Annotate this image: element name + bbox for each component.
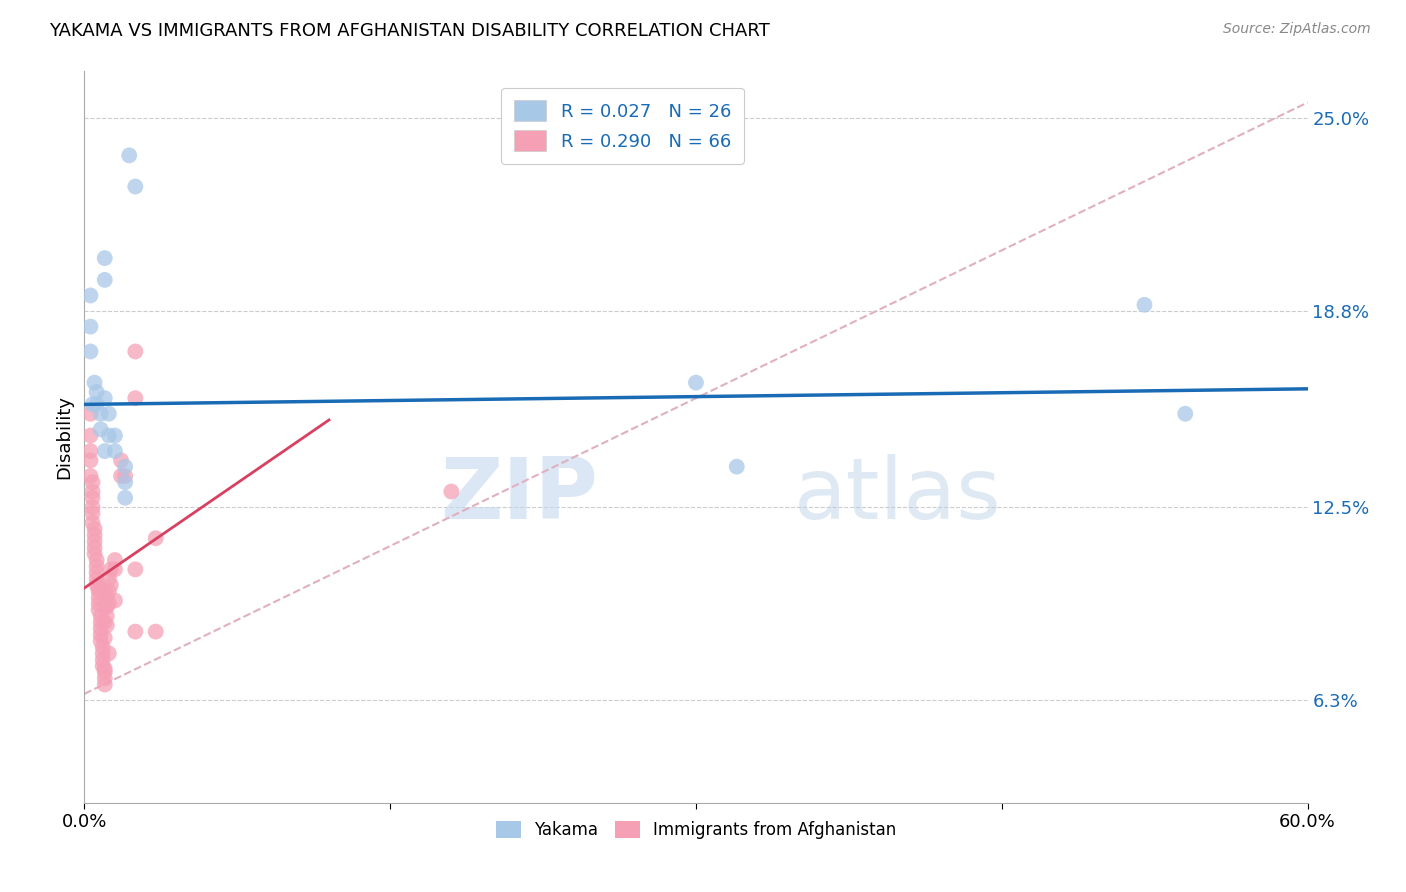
Point xyxy=(90,609,112,624)
Point xyxy=(79,319,101,334)
Point xyxy=(93,615,115,630)
Point xyxy=(83,534,105,549)
Point xyxy=(86,578,108,592)
Point xyxy=(79,428,101,442)
Point xyxy=(91,652,114,666)
Text: ZIP: ZIP xyxy=(440,454,598,537)
Point xyxy=(124,391,146,405)
Text: YAKAMA VS IMMIGRANTS FROM AFGHANISTAN DISABILITY CORRELATION CHART: YAKAMA VS IMMIGRANTS FROM AFGHANISTAN DI… xyxy=(49,22,770,40)
Point xyxy=(124,624,146,639)
Point xyxy=(82,475,104,490)
Text: atlas: atlas xyxy=(794,454,1002,537)
Point xyxy=(124,562,146,576)
Point xyxy=(86,566,108,580)
Point xyxy=(104,444,127,458)
Point xyxy=(93,677,115,691)
Point xyxy=(93,273,115,287)
Point xyxy=(1174,407,1197,421)
Point xyxy=(87,581,110,595)
Point xyxy=(91,640,114,655)
Point xyxy=(97,647,120,661)
Point xyxy=(91,658,114,673)
Point xyxy=(104,593,127,607)
Point xyxy=(97,584,120,599)
Point xyxy=(97,428,120,442)
Point xyxy=(104,428,127,442)
Point xyxy=(97,407,120,421)
Point xyxy=(79,444,101,458)
Point xyxy=(79,469,101,483)
Point xyxy=(725,459,748,474)
Point xyxy=(145,531,167,545)
Point xyxy=(96,591,118,605)
Point xyxy=(83,541,105,555)
Point xyxy=(110,469,132,483)
Point xyxy=(82,397,104,411)
Point xyxy=(104,553,127,567)
Point xyxy=(79,288,101,302)
Point xyxy=(114,491,136,505)
Y-axis label: Disability: Disability xyxy=(55,395,73,479)
Point xyxy=(93,671,115,685)
Point xyxy=(79,344,101,359)
Legend: Yakama, Immigrants from Afghanistan: Yakama, Immigrants from Afghanistan xyxy=(489,814,903,846)
Point xyxy=(86,559,108,574)
Point xyxy=(87,603,110,617)
Point xyxy=(90,622,112,636)
Point xyxy=(114,459,136,474)
Point xyxy=(83,522,105,536)
Point xyxy=(86,397,108,411)
Point xyxy=(79,453,101,467)
Point xyxy=(86,553,108,567)
Point xyxy=(86,384,108,399)
Point xyxy=(96,609,118,624)
Point xyxy=(82,484,104,499)
Point xyxy=(90,628,112,642)
Point xyxy=(90,634,112,648)
Point xyxy=(440,484,463,499)
Point xyxy=(83,376,105,390)
Point xyxy=(93,251,115,265)
Text: Source: ZipAtlas.com: Source: ZipAtlas.com xyxy=(1223,22,1371,37)
Point xyxy=(93,665,115,679)
Point xyxy=(97,597,120,611)
Point xyxy=(118,148,141,162)
Point xyxy=(685,376,707,390)
Point xyxy=(93,662,115,676)
Point xyxy=(114,475,136,490)
Point xyxy=(100,562,122,576)
Point xyxy=(110,453,132,467)
Point xyxy=(87,597,110,611)
Point xyxy=(86,572,108,586)
Point xyxy=(93,584,115,599)
Point xyxy=(1133,298,1156,312)
Point xyxy=(79,407,101,421)
Point xyxy=(83,528,105,542)
Point xyxy=(145,624,167,639)
Point xyxy=(82,500,104,515)
Point xyxy=(82,516,104,530)
Point xyxy=(93,599,115,614)
Point xyxy=(87,591,110,605)
Point xyxy=(82,506,104,520)
Point xyxy=(124,344,146,359)
Point xyxy=(82,491,104,505)
Point xyxy=(104,562,127,576)
Point xyxy=(100,578,122,592)
Point xyxy=(93,391,115,405)
Point xyxy=(93,444,115,458)
Point xyxy=(96,599,118,614)
Point xyxy=(97,572,120,586)
Point xyxy=(83,547,105,561)
Point xyxy=(87,584,110,599)
Point xyxy=(91,647,114,661)
Point xyxy=(90,422,112,436)
Point xyxy=(90,407,112,421)
Point xyxy=(90,615,112,630)
Point xyxy=(114,469,136,483)
Point xyxy=(93,631,115,645)
Point xyxy=(124,179,146,194)
Point xyxy=(96,618,118,632)
